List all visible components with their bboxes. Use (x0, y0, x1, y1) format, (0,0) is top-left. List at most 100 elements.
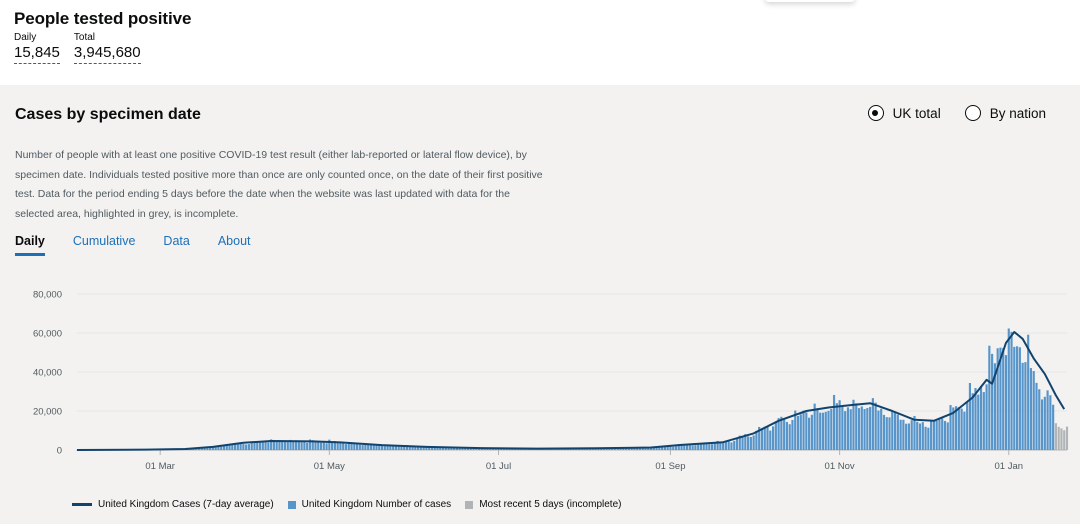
bar (1010, 331, 1013, 450)
bar (414, 446, 417, 450)
bar (708, 444, 711, 450)
bar (835, 403, 838, 450)
bar (444, 446, 447, 450)
radio-uk-total[interactable]: UK total (867, 105, 941, 121)
tab-daily[interactable]: Daily (15, 234, 45, 256)
bar (794, 410, 797, 450)
bar (311, 440, 314, 450)
legend-bar-swatch (287, 500, 296, 509)
x-tick-label: 01 Sep (655, 461, 685, 472)
bar (644, 447, 647, 450)
bar (386, 444, 389, 450)
bar (464, 447, 467, 450)
bar (893, 411, 897, 450)
bar (1013, 346, 1016, 450)
bar (594, 448, 597, 450)
bar (988, 345, 991, 450)
bar (342, 443, 345, 450)
legend-incomplete-label: Most recent 5 days (incomplete) (479, 499, 622, 510)
daily-value[interactable]: 15,845 (14, 44, 60, 64)
bar (472, 447, 475, 450)
bar (963, 411, 966, 450)
bar (197, 448, 201, 450)
bar (996, 348, 999, 450)
bar (622, 447, 625, 450)
bar (869, 406, 872, 450)
bar (766, 427, 769, 450)
bar (469, 447, 472, 450)
bar (347, 441, 350, 450)
bar (358, 444, 361, 450)
bar (1040, 399, 1044, 450)
bar (780, 416, 783, 450)
bar (672, 446, 675, 450)
bar (763, 426, 766, 450)
radio-unselected-icon[interactable] (964, 105, 981, 121)
bar (799, 414, 802, 450)
bar (735, 437, 739, 450)
bar (245, 444, 248, 450)
bar (344, 444, 348, 450)
legend-cases-label: United Kingdom Number of cases (301, 499, 452, 510)
bar (436, 447, 439, 450)
bar (857, 408, 861, 450)
bar (419, 447, 422, 450)
bar (322, 442, 325, 450)
bar (855, 403, 858, 450)
y-tick-label: 20,000 (33, 407, 62, 418)
bar (203, 448, 206, 450)
bar (247, 444, 251, 450)
bar (805, 412, 808, 450)
area-radio-group: UK total By nation (867, 105, 1046, 121)
tab-data[interactable]: Data (163, 234, 190, 248)
bar (827, 410, 830, 450)
bar (741, 435, 744, 450)
bar (982, 392, 985, 450)
bar (1027, 334, 1030, 450)
bar (333, 441, 336, 450)
chart-grid (77, 293, 1067, 451)
bar (383, 446, 386, 450)
bar (658, 446, 661, 450)
bar (361, 445, 364, 450)
bar (1016, 346, 1019, 450)
card-title: Cases by specimen date (15, 106, 201, 123)
bar (802, 410, 805, 450)
bar (306, 442, 309, 450)
bar (616, 448, 619, 450)
tab-cumulative[interactable]: Cumulative (72, 234, 136, 248)
bar (336, 442, 339, 450)
bar (907, 423, 911, 450)
bar (356, 443, 359, 450)
tab-about[interactable]: About (217, 234, 251, 248)
bar (225, 445, 228, 450)
bar (710, 444, 714, 450)
bar (630, 448, 633, 450)
bar (314, 440, 317, 450)
bar (808, 417, 811, 450)
bar (697, 443, 700, 450)
bar (300, 442, 303, 450)
chart-legend: United Kingdom Cases (7-day average) Uni… (72, 499, 621, 510)
bar (281, 441, 284, 450)
headline-title: People tested positive (14, 9, 192, 28)
bar (1054, 423, 1057, 450)
x-tick-label: 01 Nov (825, 461, 855, 472)
bar (752, 435, 755, 450)
chart-line (76, 331, 1066, 451)
floating-tab-shadow (765, 0, 855, 2)
bar (666, 446, 669, 450)
radio-selected-icon[interactable] (867, 105, 884, 121)
daily-metric: Daily 15,845 (14, 32, 60, 64)
radio-uk-total-label: UK total (892, 105, 941, 121)
bar (716, 440, 719, 450)
bar (913, 415, 916, 450)
bar (231, 443, 234, 450)
total-value[interactable]: 3,945,680 (73, 44, 141, 64)
radio-by-nation[interactable]: By nation (964, 105, 1046, 121)
bar (1057, 426, 1060, 450)
bar (1029, 368, 1033, 450)
bar (979, 386, 983, 450)
bar (1004, 355, 1008, 450)
